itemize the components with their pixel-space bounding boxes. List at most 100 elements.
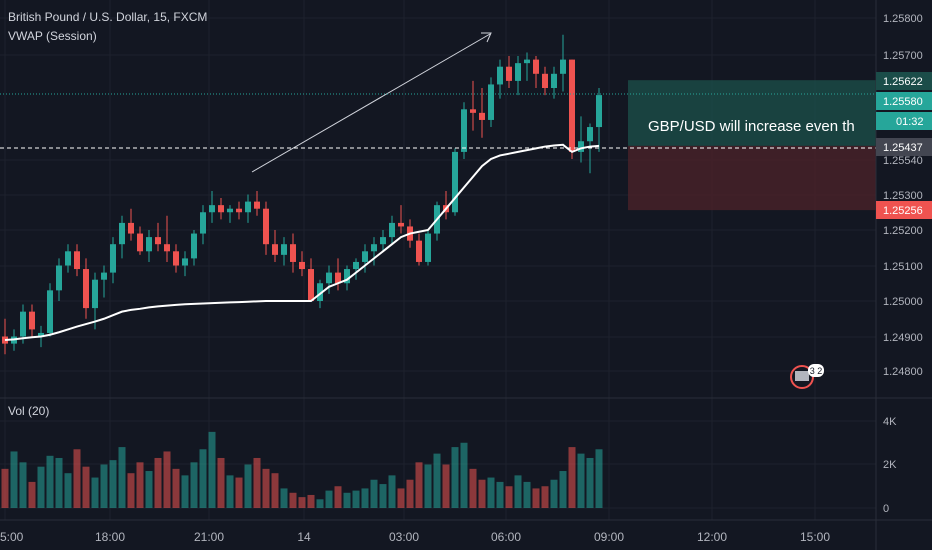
volume-bar — [190, 462, 198, 508]
price-tick-label: 1.25100 — [883, 261, 923, 273]
chart-grid — [0, 0, 876, 520]
price-tag — [876, 138, 932, 156]
volume-bar — [271, 473, 279, 508]
candle — [74, 251, 80, 270]
volume-bar — [388, 475, 396, 508]
volume-bar — [289, 492, 297, 508]
volume-bar — [46, 455, 54, 508]
volume-bar — [28, 481, 36, 508]
candle — [227, 208, 233, 213]
volume-bar — [199, 449, 207, 508]
trend-arrow-head — [481, 32, 492, 43]
candle — [146, 237, 152, 252]
candle — [164, 244, 170, 252]
candle — [245, 201, 251, 213]
price-axis[interactable]: 1.25800 1.25700 1.25540 1.25300 1.25200 1.251… — [883, 13, 923, 378]
candle — [560, 59, 566, 74]
volume-bar — [181, 475, 189, 508]
candle — [506, 66, 512, 81]
candle — [137, 233, 143, 252]
candle — [398, 222, 404, 227]
volume-bar — [406, 479, 414, 508]
time-axis[interactable]: 5:00 18:00 21:00 14 03:00 06:00 09:00 12:00 15:0… — [0, 530, 830, 544]
volume-bar — [379, 484, 387, 508]
symbol-title[interactable]: British Pound / U.S. Dollar, 15, FXCM — [8, 10, 208, 24]
candle — [533, 59, 539, 74]
volume-bar — [100, 464, 108, 508]
countdown-tag — [876, 112, 932, 130]
trade-zones[interactable] — [628, 80, 876, 211]
candle — [191, 233, 197, 259]
candle — [254, 201, 260, 209]
vwap-legend[interactable]: VWAP (Session) — [8, 29, 97, 43]
candle — [38, 332, 44, 337]
volume-bar — [433, 453, 441, 508]
time-tick-label: 14 — [297, 530, 311, 544]
candle — [101, 272, 107, 280]
candle — [542, 73, 548, 88]
candle — [344, 269, 350, 284]
volume-bar — [19, 462, 27, 508]
candle — [461, 109, 467, 152]
candle — [416, 240, 422, 262]
volume-bar — [343, 492, 351, 508]
candle — [326, 272, 332, 284]
volume-bar — [127, 473, 135, 508]
candle — [200, 212, 206, 234]
candle — [587, 127, 593, 142]
volume-bar — [136, 462, 144, 508]
loss-zone[interactable] — [628, 145, 876, 211]
volume-bar — [316, 499, 324, 508]
candle — [335, 272, 341, 284]
candle — [299, 261, 305, 270]
price-tag-label: 1.25580 — [883, 96, 923, 108]
price-tag-label: 1.25622 — [883, 76, 923, 88]
candle — [524, 59, 530, 64]
candle — [218, 205, 224, 213]
price-tick-label: 1.25700 — [883, 50, 923, 62]
volume-bar — [244, 464, 252, 508]
flag-badge[interactable]: 3 2 — [790, 364, 824, 389]
annotation-text[interactable]: GBP/USD will increase even th — [648, 118, 855, 135]
candle — [128, 222, 134, 234]
candle — [281, 244, 287, 255]
candle — [362, 251, 368, 262]
candle — [353, 261, 359, 270]
volume-bar — [280, 488, 288, 508]
volume-bar — [172, 468, 180, 508]
candle — [182, 258, 188, 266]
volume-bar — [55, 457, 63, 508]
volume-bar — [226, 475, 234, 508]
time-tick-label: 5:00 — [0, 530, 24, 544]
candle — [488, 84, 494, 120]
candle — [470, 109, 476, 113]
volume-bar — [487, 477, 495, 508]
profit-zone[interactable] — [628, 80, 876, 146]
candle — [56, 265, 62, 291]
candle — [209, 205, 215, 213]
candle — [308, 269, 314, 301]
candle — [425, 233, 431, 262]
countdown-text: 01:32 — [896, 116, 924, 128]
volume-bar — [235, 477, 243, 508]
price-tag — [876, 72, 932, 90]
volume-bar — [325, 490, 333, 508]
time-tick-label: 06:00 — [491, 530, 521, 544]
volume-bar — [1, 468, 9, 508]
candle — [317, 283, 323, 301]
volume-legend[interactable]: Vol (20) — [8, 404, 50, 418]
candle — [83, 269, 89, 309]
volume-bar — [163, 451, 171, 508]
volume-bar — [253, 457, 261, 508]
candle — [551, 73, 557, 88]
volume-bar — [397, 488, 405, 508]
price-tag — [876, 201, 932, 219]
volume-bar — [469, 468, 477, 508]
trend-arrow[interactable] — [251, 33, 491, 173]
candle — [578, 141, 584, 152]
time-tick-label: 03:00 — [389, 530, 419, 544]
volume-bars — [1, 431, 603, 508]
flag-badge-count-bg — [808, 364, 824, 377]
volume-bar — [145, 471, 153, 508]
volume-bar — [568, 447, 576, 508]
